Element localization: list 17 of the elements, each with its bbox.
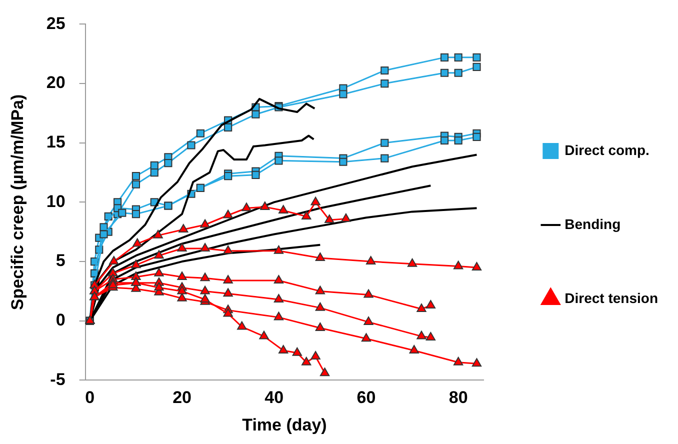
x-axis-title: Time (day) bbox=[242, 415, 327, 434]
legend-label: Bending bbox=[564, 216, 621, 232]
y-tick-label: -5 bbox=[50, 370, 66, 389]
x-tick-label: 20 bbox=[172, 388, 192, 408]
y-tick-label: 10 bbox=[46, 192, 66, 211]
y-tick-label: 25 bbox=[46, 14, 66, 33]
legend-label: Direct tension bbox=[564, 290, 658, 306]
y-axis-title: Specific creep (µm/m/MPa) bbox=[8, 94, 27, 310]
x-tick-label: 60 bbox=[356, 388, 376, 408]
legend-label: Direct comp. bbox=[564, 142, 650, 158]
x-tick-label: 80 bbox=[448, 388, 468, 408]
x-tick-label: 40 bbox=[264, 388, 284, 408]
y-tick-label: 15 bbox=[46, 132, 66, 152]
y-tick-label: 20 bbox=[46, 73, 66, 92]
x-tick-label: 0 bbox=[85, 388, 95, 408]
y-tick-label: 0 bbox=[56, 310, 66, 330]
y-tick-label: 5 bbox=[56, 251, 66, 270]
